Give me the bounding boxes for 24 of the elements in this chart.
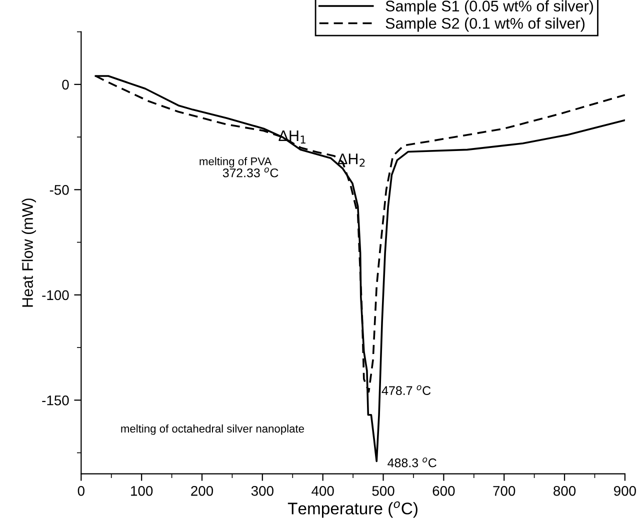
legend-label: Sample S2 (0.1 wt% of silver) — [386, 18, 584, 32]
annotation: ΔH$_{2}$ — [338, 154, 365, 167]
x-tick-label: 0 — [78, 486, 84, 496]
annotation: 372.33 $^{o}$C — [222, 167, 278, 178]
x-tick-label: 600 — [432, 486, 455, 496]
x-tick-label: 400 — [312, 486, 334, 496]
x-tick-label: 800 — [554, 486, 576, 496]
x-tick-label: 900 — [614, 486, 636, 496]
x-tick-label: 500 — [372, 486, 394, 496]
y-tick-label: -150 — [42, 395, 69, 406]
y-tick-label: -50 — [50, 185, 69, 195]
x-tick-label: 100 — [131, 486, 153, 496]
annotation: 488.3 $^{o}$C — [388, 457, 436, 468]
legend-label: Sample S1 (0.05 wt% of silver) — [386, 0, 593, 14]
annotation: 478.7 $^{o}$C — [382, 385, 431, 396]
x-tick-label: 300 — [251, 486, 274, 496]
x-axis-title: Temperature ($^{o}$C) — [288, 501, 418, 518]
x-tick-label: 700 — [493, 486, 516, 496]
y-tick-label: -100 — [42, 290, 69, 300]
y-tick-label: 0 — [62, 80, 69, 90]
x-tick-label: 200 — [191, 486, 214, 496]
y-axis-title: Heat Flow (mW) — [22, 198, 36, 307]
annotation: melting of PVA — [200, 157, 272, 168]
annotation: melting of octahedral silver nanoplate — [121, 424, 304, 435]
